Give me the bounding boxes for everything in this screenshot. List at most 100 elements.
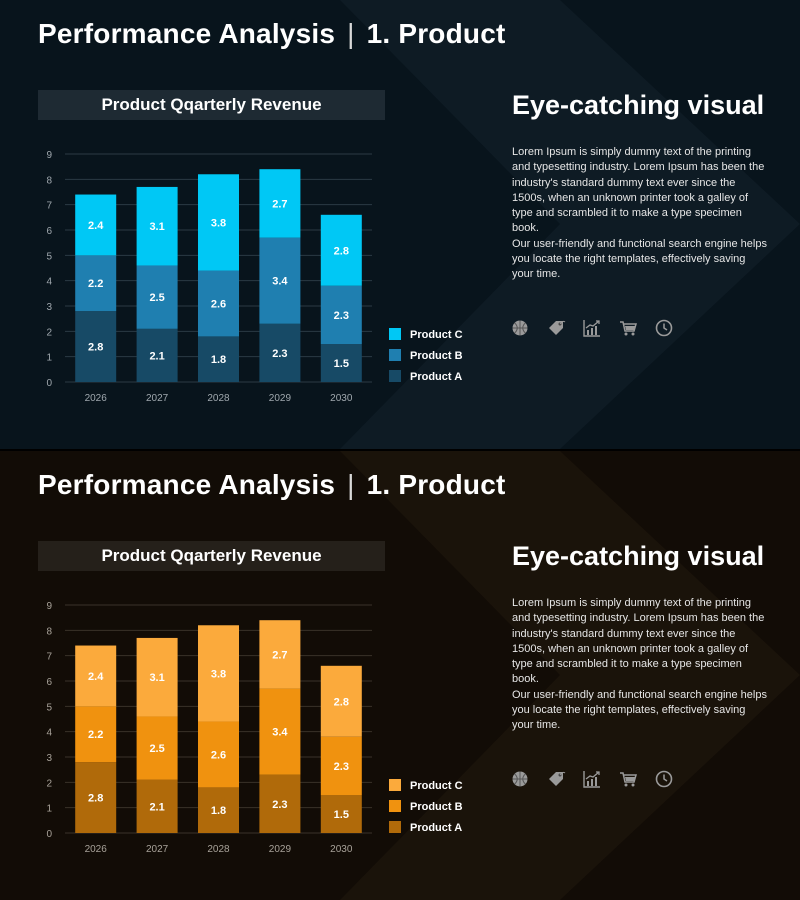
bar-segment-product-a — [75, 311, 117, 382]
price-tag-icon — [549, 771, 566, 786]
data-label: 2.6 — [211, 298, 226, 310]
chart-title-bar: Product Qqarterly Revenue — [38, 90, 385, 120]
y-tick-label: 4 — [46, 728, 52, 739]
bar-segment-product-c — [320, 214, 362, 286]
y-tick-label: 6 — [46, 226, 52, 237]
legend-swatch — [389, 370, 401, 382]
x-tick-label: 2026 — [85, 844, 108, 855]
data-label: 2.5 — [149, 292, 164, 304]
data-label: 1.8 — [211, 354, 226, 366]
page-title: Performance Analysis | 1. Product — [38, 18, 506, 50]
bar-segment-product-a — [136, 779, 178, 833]
icon-row — [510, 318, 674, 338]
data-label: 2.4 — [88, 220, 104, 232]
bar-segment-product-a — [320, 344, 362, 382]
basketball-icon — [512, 320, 528, 336]
x-tick-label: 2028 — [207, 393, 230, 404]
data-label: 2.5 — [149, 743, 164, 755]
title-sub: 1. Product — [366, 469, 506, 500]
data-label: 3.8 — [211, 668, 226, 680]
shopping-cart-icon — [620, 772, 637, 787]
body-paragraph-2: Our user-friendly and functional search … — [512, 237, 767, 281]
bar-segment-product-b — [259, 237, 301, 324]
data-label: 3.1 — [149, 221, 164, 233]
shopping-cart-icon — [620, 321, 637, 336]
y-tick-label: 2 — [46, 778, 52, 789]
title-sub: 1. Product — [366, 18, 506, 49]
legend-label: Product A — [410, 371, 462, 383]
bar-segment-product-b — [198, 721, 239, 788]
bar-segment-product-b — [259, 688, 301, 775]
y-tick-label: 1 — [46, 353, 52, 364]
x-tick-label: 2026 — [85, 393, 108, 404]
bar-segment-product-a — [198, 787, 239, 833]
y-tick-label: 4 — [46, 277, 52, 288]
bar-segment-product-a — [136, 328, 178, 382]
bar-segment-product-a — [198, 336, 239, 382]
chart-title-bar: Product Qqarterly Revenue — [38, 541, 385, 571]
data-label: 2.8 — [334, 696, 349, 708]
bar-segment-product-c — [136, 186, 178, 266]
title-main: Performance Analysis — [38, 469, 336, 500]
x-tick-label: 2030 — [330, 844, 353, 855]
y-tick-label: 6 — [46, 677, 52, 688]
bar-segment-product-c — [75, 645, 117, 707]
y-tick-label: 3 — [46, 753, 52, 764]
title-main: Performance Analysis — [38, 18, 336, 49]
chart-title: Product Qqarterly Revenue — [101, 95, 322, 114]
body-text: Lorem Ipsum is simply dummy text of the … — [512, 596, 767, 734]
y-tick-label: 7 — [46, 201, 52, 212]
data-label: 3.8 — [211, 217, 226, 229]
data-label: 2.1 — [149, 350, 164, 362]
clock-icon — [655, 770, 673, 788]
x-tick-label: 2029 — [269, 844, 292, 855]
background-chevron — [340, 451, 800, 900]
legend-swatch — [389, 821, 401, 833]
body-paragraph-2: Our user-friendly and functional search … — [512, 688, 767, 732]
data-label: 1.5 — [334, 809, 349, 821]
x-tick-label: 2029 — [269, 393, 292, 404]
section-heading: Eye-catching visual — [512, 541, 765, 571]
data-label: 2.2 — [88, 729, 103, 741]
chart-title: Product Qqarterly Revenue — [101, 546, 322, 565]
data-label: 2.7 — [272, 649, 287, 661]
bar-segment-product-b — [75, 706, 117, 763]
data-label: 2.4 — [88, 671, 104, 683]
y-tick-label: 5 — [46, 251, 52, 262]
x-tick-label: 2028 — [207, 844, 230, 855]
legend-label: Product C — [410, 780, 463, 792]
legend-swatch — [389, 349, 401, 361]
y-tick-label: 0 — [46, 378, 52, 389]
y-tick-label: 8 — [46, 175, 52, 186]
data-label: 2.8 — [334, 245, 349, 257]
legend-swatch — [389, 328, 401, 340]
x-tick-label: 2027 — [146, 844, 169, 855]
background-chevron — [340, 0, 800, 449]
clock-icon — [655, 319, 673, 337]
bar-segment-product-a — [320, 795, 362, 833]
data-label: 2.3 — [334, 310, 349, 322]
title-separator: | — [347, 18, 355, 49]
legend-label: Product A — [410, 822, 462, 834]
slide-blue: Performance Analysis | 1. Product Product Q… — [0, 0, 800, 449]
legend-swatch — [389, 800, 401, 812]
y-tick-label: 9 — [46, 150, 52, 161]
growth-chart-icon — [583, 320, 600, 337]
legend-swatch — [389, 779, 401, 791]
icon-row — [510, 769, 674, 789]
bar-segment-product-c — [198, 174, 239, 271]
legend-label: Product C — [410, 329, 463, 341]
bar-segment-product-c — [259, 169, 301, 238]
y-tick-label: 3 — [46, 302, 52, 313]
bar-segment-product-b — [320, 736, 362, 795]
bar-segment-product-a — [259, 774, 301, 833]
bar-segment-product-c — [75, 194, 117, 256]
y-tick-label: 0 — [46, 829, 52, 840]
y-tick-label: 8 — [46, 626, 52, 637]
y-tick-label: 5 — [46, 702, 52, 713]
slide-orange: Performance Analysis | 1. Product Product Q… — [0, 451, 800, 900]
page-title: Performance Analysis | 1. Product — [38, 469, 506, 501]
bar-segment-product-c — [259, 620, 301, 689]
data-label: 2.3 — [272, 348, 287, 360]
legend-label: Product B — [410, 801, 463, 813]
